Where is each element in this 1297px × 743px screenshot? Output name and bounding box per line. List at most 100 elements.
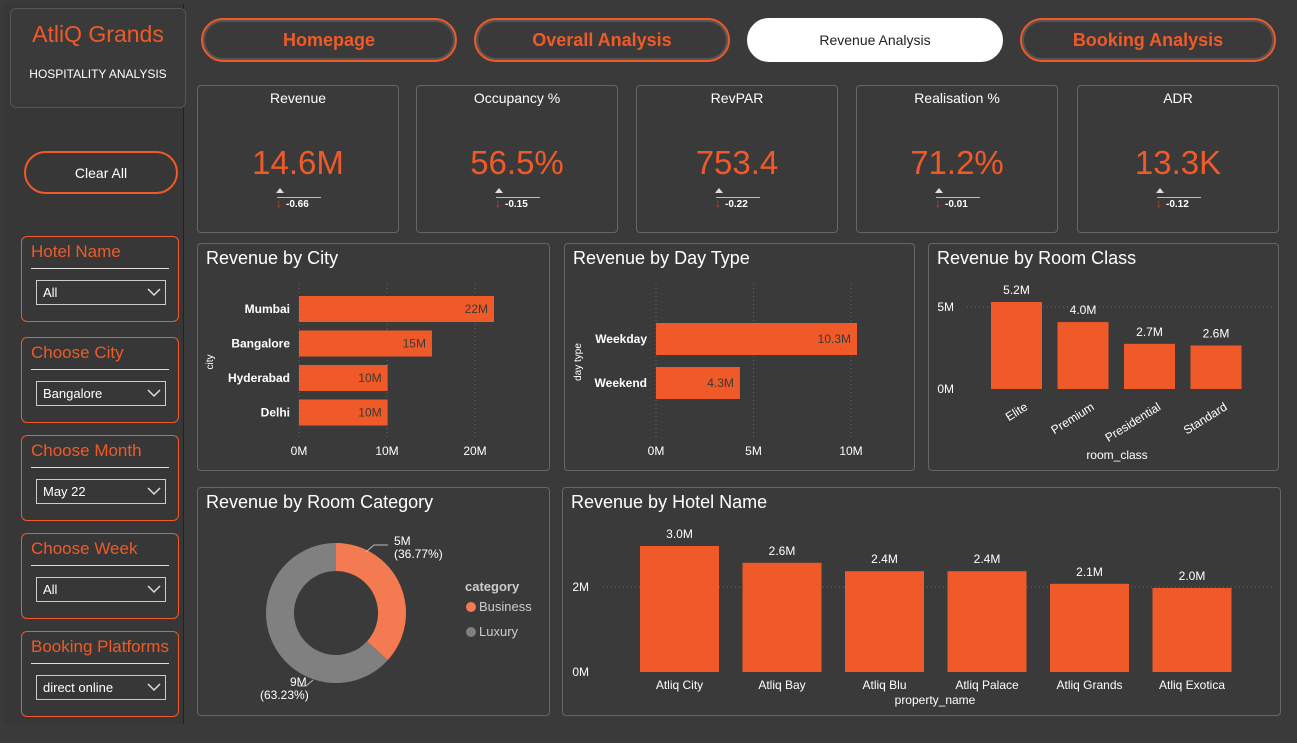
booking-platform-dropdown[interactable]: direct online	[36, 675, 166, 700]
nav-homepage[interactable]: Homepage	[201, 18, 457, 62]
divider	[31, 663, 169, 664]
y-tick-label: 0M	[572, 665, 589, 679]
week-dropdown[interactable]: All	[36, 577, 166, 602]
slicer-label: Choose City	[31, 343, 124, 362]
x-tick-label: 0M	[291, 444, 308, 458]
dropdown-value: Bangalore	[43, 386, 103, 401]
kpi-revenue: Revenue 14.6M ↓ -0.66	[197, 85, 399, 233]
card-revenue-by-hotel-name: Revenue by Hotel Name 0M 2M 3.0M Atliq City…	[562, 487, 1281, 716]
nav-revenue-analysis[interactable]: Revenue Analysis	[747, 18, 1003, 62]
bar-weekday	[656, 323, 857, 355]
bar-atliq-blu	[845, 571, 924, 672]
category-label: Atliq Palace	[955, 678, 1019, 692]
bar-atliq-bay	[742, 562, 822, 672]
kpi-realisation: Realisation % 71.2% ↓ -0.01	[856, 85, 1058, 233]
data-label: 2.6M	[1203, 327, 1230, 341]
dropdown-value: All	[43, 285, 58, 300]
bar-elite	[991, 302, 1042, 389]
slice-value-label: 9M	[290, 675, 307, 689]
chart-title: Revenue by Day Type	[573, 248, 750, 268]
data-label: 22M	[465, 302, 488, 316]
kpi-title: Occupancy %	[473, 90, 561, 106]
category-label: Elite	[1003, 399, 1030, 423]
clear-all-button[interactable]: Clear All	[24, 151, 178, 194]
bar-bangalore	[299, 330, 432, 357]
slicer-week: Choose Week All	[21, 533, 179, 619]
triangle-up-icon	[935, 188, 943, 193]
x-axis-title: property_name	[895, 693, 976, 707]
data-label: 2.1M	[1076, 565, 1103, 579]
legend-swatch	[466, 627, 476, 637]
kpi-title: Revenue	[269, 90, 327, 106]
bar-atliq-grands	[1050, 583, 1129, 672]
divider	[31, 369, 169, 370]
triangle-up-icon	[495, 188, 503, 193]
leader-line	[298, 679, 314, 687]
slicer-label: Hotel Name	[31, 242, 121, 261]
category-label: Atliq Exotica	[1159, 678, 1225, 692]
category-label: Atliq Bay	[758, 678, 805, 692]
data-label: 2.6M	[769, 544, 796, 558]
kpi-delta: ↓ -0.15	[495, 196, 528, 210]
data-label: 2.7M	[1136, 325, 1163, 339]
arrow-down-icon: ↓	[1156, 196, 1162, 210]
legend-title: category	[465, 579, 520, 594]
kpi-title: Realisation %	[914, 90, 1000, 106]
y-axis-title: city	[205, 355, 216, 370]
chart-title: Revenue by City	[206, 248, 339, 268]
nav-booking-analysis[interactable]: Booking Analysis	[1020, 18, 1276, 62]
chevron-down-icon	[147, 288, 161, 297]
kpi-value: 14.6M	[252, 144, 344, 181]
kpi-delta: ↓ -0.66	[276, 196, 309, 210]
revenue-by-room-category-chart: 5M(36.77%) 9M(63.23%) category Business Luxu…	[260, 534, 532, 702]
kpi-value: 753.4	[695, 144, 779, 181]
kpi-value: 13.3K	[1134, 144, 1222, 181]
bar-presidential	[1124, 343, 1175, 389]
slice-business	[336, 543, 406, 661]
city-dropdown[interactable]: Bangalore	[36, 381, 166, 406]
category-label: Atliq City	[656, 678, 703, 692]
month-dropdown[interactable]: May 22	[36, 479, 166, 504]
kpi-value: 56.5%	[470, 144, 564, 181]
chart-title: Revenue by Room Category	[206, 492, 434, 512]
x-axis-title: room_class	[1086, 448, 1147, 462]
kpi-delta: ↓ -0.01	[935, 196, 968, 210]
y-tick-label: 2M	[572, 580, 589, 594]
category-label: Hyderabad	[228, 371, 290, 385]
data-label: 5.2M	[1003, 283, 1030, 297]
category-label: Bangalore	[231, 337, 290, 351]
kpi-reference-line	[936, 188, 980, 198]
chevron-down-icon	[147, 585, 161, 594]
divider	[31, 268, 169, 269]
category-label: Atliq Grands	[1056, 678, 1122, 692]
category-label: Delhi	[261, 406, 290, 420]
slicer-month: Choose Month May 22	[21, 435, 179, 521]
kpi-delta-value: -0.22	[725, 199, 748, 210]
bar-atliq-city	[640, 546, 719, 672]
slicer-label: Booking Platforms	[31, 637, 169, 656]
category-label: Standard	[1181, 400, 1230, 438]
bar-premium	[1057, 322, 1109, 389]
data-label: 10M	[358, 371, 381, 385]
data-label: 4.3M	[707, 376, 734, 390]
brand-title: AtliQ Grands	[32, 21, 164, 47]
card-revenue-by-city: Revenue by City 0M 10M 20M city Mumbai 22M Ban…	[197, 243, 550, 471]
bar-atliq-palace	[947, 571, 1027, 672]
category-label: Premium	[1048, 400, 1096, 437]
kpi-reference-line	[277, 188, 321, 198]
category-label: Weekend	[595, 376, 647, 390]
slice-luxury	[266, 543, 388, 683]
dropdown-value: direct online	[43, 680, 114, 695]
category-label: Mumbai	[245, 302, 290, 316]
hotel-name-dropdown[interactable]: All	[36, 280, 166, 305]
revenue-by-room-class-chart: 0M 5M 5.2M Elite 4.0M Premium 2.7M Presidential…	[937, 283, 1274, 462]
divider	[31, 467, 169, 468]
nav-overall-analysis[interactable]: Overall Analysis	[474, 18, 730, 62]
slicer-city: Choose City Bangalore	[21, 337, 179, 423]
kpi-revpar: RevPAR 753.4 ↓ -0.22	[636, 85, 838, 233]
chevron-down-icon	[147, 389, 161, 398]
triangle-up-icon	[715, 188, 723, 193]
sidebar: AtliQ Grands HOSPITALITY ANALYSIS Clear …	[4, 4, 186, 724]
bar-weekend	[656, 367, 740, 399]
